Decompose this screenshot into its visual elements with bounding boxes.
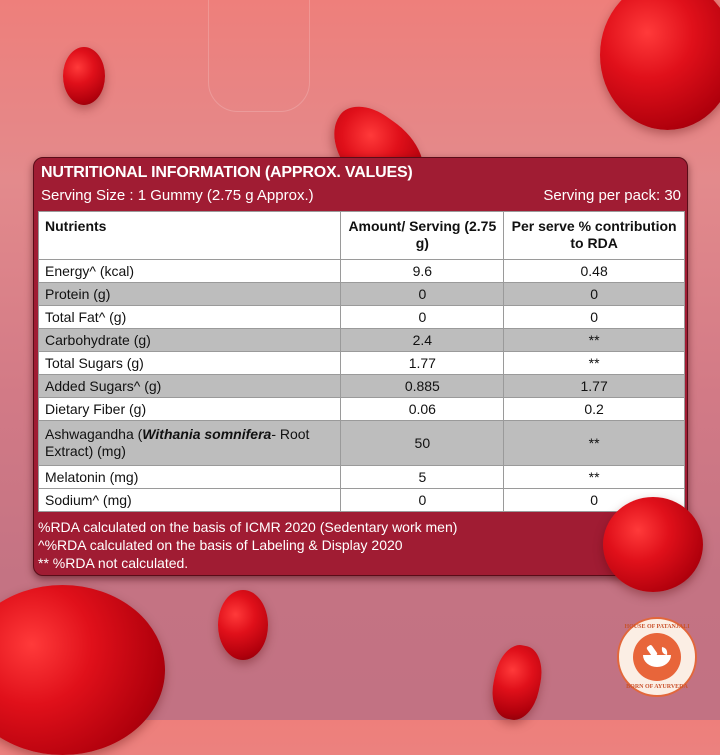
nutrient-name: Sodium^ (mg) — [37, 488, 342, 512]
nutrient-name: Added Sugars^ (g) — [37, 374, 342, 398]
table-row: Carbohydrate (g) 2.4 ** — [37, 328, 685, 352]
table-row: Energy^ (kcal) 9.6 0.48 — [37, 259, 685, 283]
footnote: ^%RDA calculated on the basis of Labelin… — [38, 537, 403, 553]
table-header-row: Nutrients Amount/ Serving (2.75 g) Per s… — [37, 211, 685, 260]
seal-top-text: HOUSE OF PATANJALI — [624, 624, 690, 630]
amount-value: 5 — [340, 465, 505, 489]
amount-value: 1.77 — [340, 351, 505, 375]
rda-value: 0 — [503, 305, 685, 329]
rda-value: 0 — [503, 282, 685, 306]
amount-value: 0 — [340, 282, 505, 306]
amount-value: 2.4 — [340, 328, 505, 352]
table-row: Added Sugars^ (g) 0.885 1.77 — [37, 374, 685, 398]
table-row: Ashwagandha (Withania somnifera- Root Ex… — [37, 420, 685, 466]
amount-value: 0 — [340, 488, 505, 512]
amount-value: 50 — [340, 420, 505, 466]
nutrient-name: Dietary Fiber (g) — [37, 397, 342, 421]
footnote: %RDA calculated on the basis of ICMR 202… — [38, 519, 458, 535]
footnote: ** %RDA not calculated. — [38, 555, 189, 571]
nutrient-name: Energy^ (kcal) — [37, 259, 342, 283]
table-row: Sodium^ (mg) 0 0 — [37, 488, 685, 512]
brand-seal: HOUSE OF PATANJALI BORN OF AYURVEDA — [617, 617, 697, 697]
header-amount: Amount/ Serving (2.75 g) — [340, 211, 505, 260]
nutrient-name: Protein (g) — [37, 282, 342, 306]
table-row: Total Fat^ (g) 0 0 — [37, 305, 685, 329]
amount-value: 9.6 — [340, 259, 505, 283]
footnotes: %RDA calculated on the basis of ICMR 202… — [38, 518, 457, 572]
rda-value: 0.2 — [503, 397, 685, 421]
table-row: Total Sugars (g) 1.77 ** — [37, 351, 685, 375]
rda-value: ** — [503, 351, 685, 375]
amount-value: 0 — [340, 305, 505, 329]
table-row: Melatonin (mg) 5 ** — [37, 465, 685, 489]
rda-value: ** — [503, 328, 685, 352]
nutrient-name-suffix: - Root Extract) (mg) — [45, 426, 310, 459]
nutrition-table: Nutrients Amount/ Serving (2.75 g) Per s… — [37, 211, 685, 512]
table-row: Dietary Fiber (g) 0.06 0.2 — [37, 397, 685, 421]
nutrient-name: Carbohydrate (g) — [37, 328, 342, 352]
gummy-image — [603, 497, 703, 592]
nutrient-name-prefix: Ashwagandha ( — [45, 426, 143, 442]
mortar-pestle-icon — [633, 633, 681, 681]
nutrient-name: Ashwagandha (Withania somnifera- Root Ex… — [37, 420, 342, 466]
servings-per-pack: Serving per pack: 30 — [543, 187, 681, 204]
amount-value: 0.885 — [340, 374, 505, 398]
nutrient-name: Melatonin (mg) — [37, 465, 342, 489]
nutrition-panel: NUTRITIONAL INFORMATION (APPROX. VALUES)… — [33, 157, 688, 576]
rda-value: 0.48 — [503, 259, 685, 283]
gummy-image — [0, 585, 165, 755]
panel-title: NUTRITIONAL INFORMATION (APPROX. VALUES) — [41, 164, 413, 181]
rda-value: ** — [503, 420, 685, 466]
rda-value: ** — [503, 465, 685, 489]
rda-value: 1.77 — [503, 374, 685, 398]
gummy-image — [218, 590, 268, 660]
header-rda: Per serve % contribution to RDA — [503, 211, 685, 260]
seal-bottom-text: BORN OF AYURVEDA — [626, 684, 688, 690]
nutrient-name: Total Sugars (g) — [37, 351, 342, 375]
gummy-image — [600, 0, 720, 130]
background-decoration — [208, 0, 310, 112]
serving-size: Serving Size : 1 Gummy (2.75 g Approx.) — [41, 187, 314, 204]
nutrient-name: Total Fat^ (g) — [37, 305, 342, 329]
gummy-image — [486, 641, 548, 724]
gummy-image — [63, 47, 105, 105]
botanical-name: Withania somnifera — [142, 426, 272, 442]
amount-value: 0.06 — [340, 397, 505, 421]
header-nutrients: Nutrients — [37, 211, 342, 260]
table-row: Protein (g) 0 0 — [37, 282, 685, 306]
